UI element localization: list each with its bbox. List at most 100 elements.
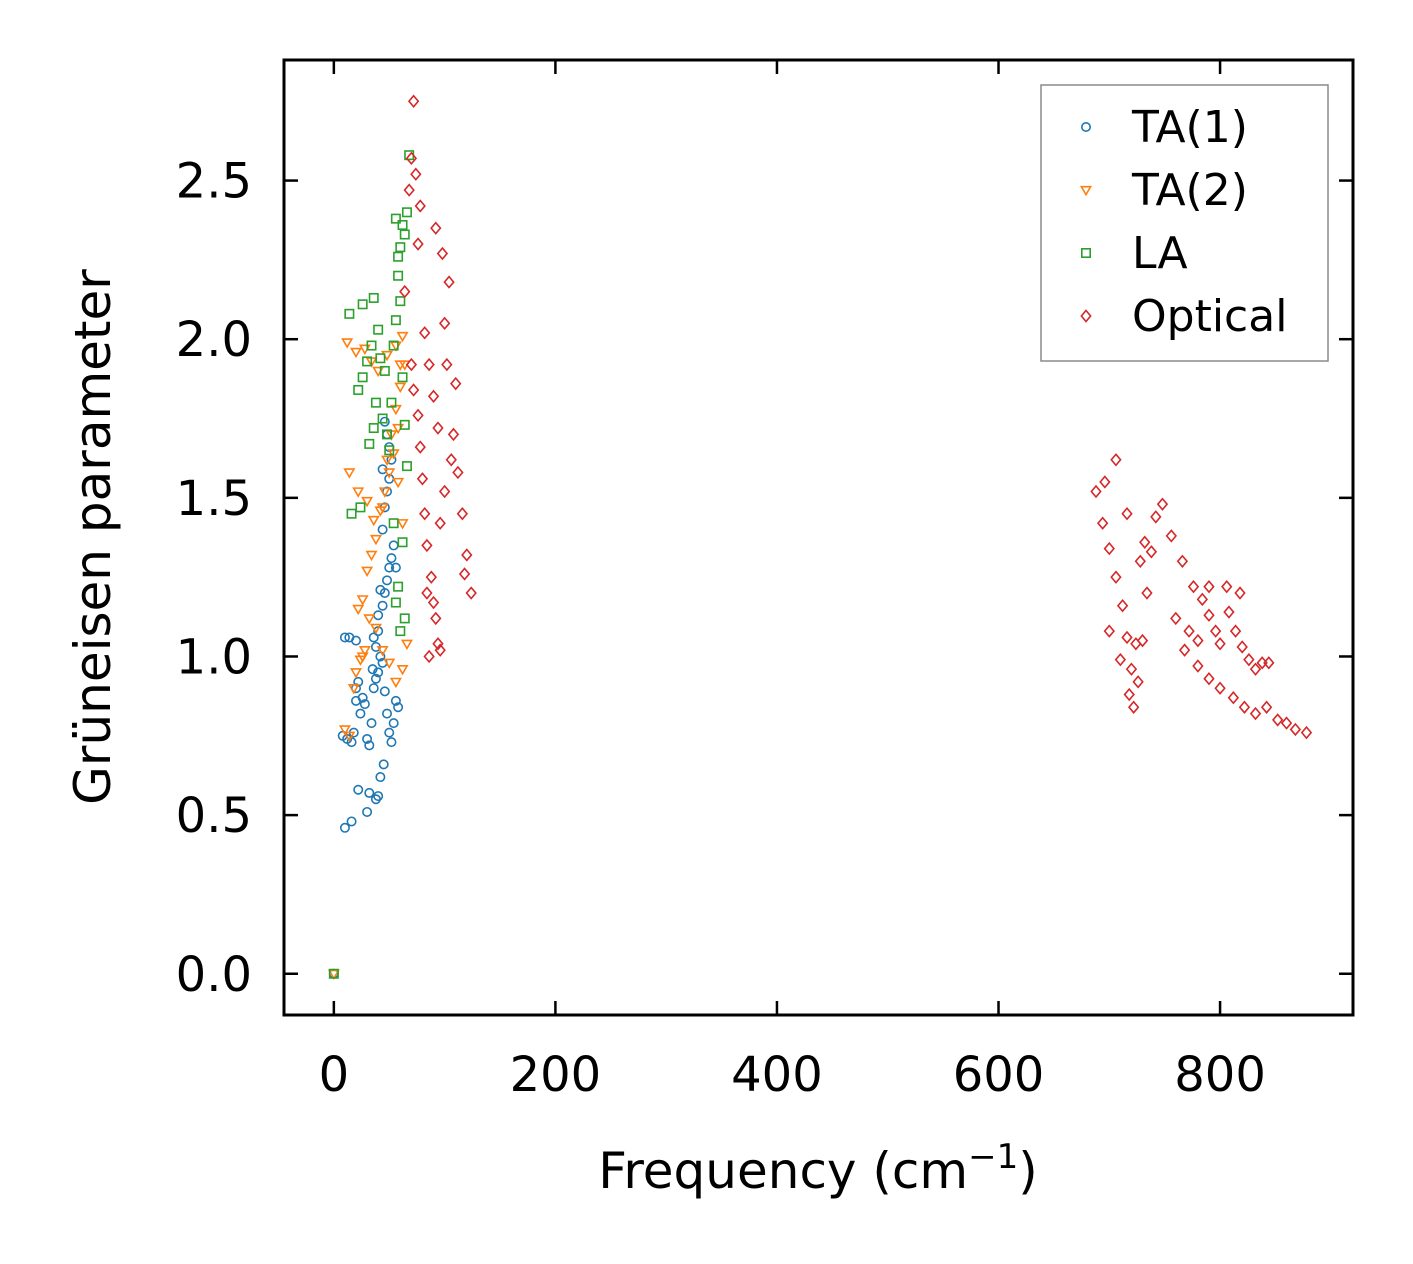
data-point [1110,453,1122,467]
data-point [375,584,386,595]
data-point [351,635,362,646]
data-point [377,600,388,611]
data-point [1170,611,1182,626]
data-point [430,611,442,626]
data-point [388,518,399,529]
data-point [405,151,418,166]
data-point [1145,545,1158,559]
data-point [1150,510,1162,524]
x-tick-label: 200 [510,1047,602,1103]
data-point [352,604,365,616]
data-point [393,702,404,713]
legend-label: Optical [1132,291,1287,342]
data-point [410,167,422,181]
y-tick-label: 2.5 [176,154,252,210]
data-point [384,445,395,456]
data-point [353,384,364,395]
data-point [1214,637,1226,651]
data-point [347,684,360,695]
data-point [427,595,440,610]
data-point [390,213,401,224]
data-point [378,487,391,498]
data-point [355,502,366,513]
data-point [373,626,384,637]
data-point [390,315,401,326]
data-point [379,365,390,376]
data-point [388,540,399,551]
y-tick-label: 2.0 [176,312,252,368]
data-point [353,784,364,795]
data-point [344,308,355,319]
data-point [414,199,426,213]
data-point [388,718,399,729]
data-point [1203,671,1215,686]
data-point [364,740,375,751]
data-point [1132,675,1144,689]
data-point [412,408,424,423]
data-point [368,423,379,434]
data-point [397,219,408,230]
y-tick-labels: 0.0 0.5 1.0 1.5 2.0 2.5 [176,154,252,1003]
data-point [1260,700,1273,714]
series-ta-1- [328,416,404,979]
data-point [430,221,442,235]
x-tick-label: 400 [731,1047,823,1103]
data-point [1178,643,1191,657]
data-point [1136,633,1149,648]
data-point [396,519,409,530]
data-point [1203,608,1215,622]
data-point [392,477,405,489]
series-ta-2- [327,331,413,980]
data-point [393,270,404,281]
data-point [384,727,395,738]
data-point [1176,554,1189,568]
data-point [1130,637,1142,651]
data-point [373,324,384,335]
data-point [375,353,386,364]
data-point [357,299,368,310]
y-tick-label: 0.5 [176,788,252,844]
data-point [368,292,379,303]
data-point [386,737,397,748]
data-point [369,623,382,635]
data-point [1214,681,1226,695]
data-point [1121,507,1133,521]
data-point [361,566,374,578]
data-point [364,438,375,449]
data-point [358,645,371,657]
data-point [346,508,357,519]
data-point [419,326,431,340]
data-point [1123,687,1135,702]
data-point [359,699,370,710]
data-point [369,534,382,546]
data-points [327,94,1313,980]
data-point [355,708,366,719]
data-point [366,718,377,729]
data-point [356,595,369,606]
data-point [443,275,455,289]
data-point [456,507,469,521]
data-point [465,586,477,600]
data-point [399,419,410,430]
data-point [407,383,420,397]
x-tick-label: 600 [953,1047,1045,1103]
x-axis-title: Frequency (cm−1) [598,1137,1038,1200]
data-point [1156,497,1169,511]
data-point [390,562,401,573]
data-point [434,516,446,530]
data-point [368,683,379,694]
data-point [1263,656,1275,670]
data-point [432,637,444,651]
data-point [1139,535,1151,549]
data-point [423,649,435,664]
x-tick-label: 800 [1174,1047,1266,1103]
data-point [396,331,409,343]
data-point [383,658,396,670]
data-point [378,759,389,770]
legend: TA(1) TA(2) LA Optical [1040,84,1329,362]
data-point [386,397,397,408]
legend-marker [1081,122,1092,133]
data-point [1114,652,1127,667]
data-point [432,421,444,435]
data-point [362,733,373,744]
